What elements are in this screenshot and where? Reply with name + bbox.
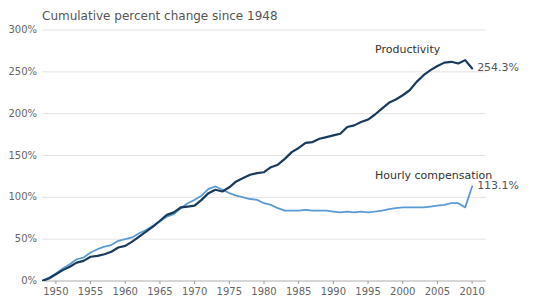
x-tick-label: 2005: [425, 286, 450, 297]
y-tick-label: 300%: [8, 24, 37, 35]
x-tick-label: 1990: [321, 286, 346, 297]
x-tick: [298, 281, 299, 284]
x-tick: [194, 281, 195, 284]
x-tick: [159, 281, 160, 284]
x-tick-label: 1980: [251, 286, 276, 297]
series-label: Hourly compensation: [375, 169, 492, 182]
y-tick-label: 250%: [8, 66, 37, 77]
x-tick: [333, 281, 334, 284]
x-tick: [368, 281, 369, 284]
x-tick-label: 1970: [182, 286, 207, 297]
end-value-label: 113.1%: [477, 179, 519, 192]
x-tick: [402, 281, 403, 284]
x-tick-label: 1955: [78, 286, 103, 297]
x-tick: [125, 281, 126, 284]
title: Cumulative percent change since 1948: [42, 9, 278, 23]
grid-line: [42, 113, 486, 114]
background: [0, 0, 538, 305]
chart: 0% 50% 100% 150% 200% 250% 300% 1950 1955 1960 196…: [0, 0, 538, 305]
x-tick: [264, 281, 265, 284]
x-tick: [472, 281, 473, 284]
grid-line: [42, 71, 486, 72]
grid: [42, 30, 486, 281]
x-tick: [55, 281, 56, 284]
grid-line: [42, 155, 486, 156]
end-value-label: 254.3%: [477, 61, 519, 74]
x-tick-label: 1965: [147, 286, 172, 297]
y-tick-label: 150%: [8, 150, 37, 161]
y-tick-label: 200%: [8, 108, 37, 119]
x-tick-label: 2010: [459, 286, 484, 297]
grid-line: [42, 197, 486, 198]
x-tick-label: 1950: [43, 286, 68, 297]
y-tick-label: 100%: [8, 191, 37, 202]
x-tick-label: 1985: [286, 286, 311, 297]
x-tick-label: 1960: [113, 286, 138, 297]
grid-line: [42, 30, 486, 31]
x-tick-label: 2000: [390, 286, 415, 297]
x-tick-label: 1975: [217, 286, 242, 297]
grid-line: [42, 239, 486, 240]
x-tick: [437, 281, 438, 284]
y-tick-label: 50%: [15, 233, 37, 244]
series-line: [42, 186, 472, 281]
x-tick-label: 1995: [355, 286, 380, 297]
x-tick: [90, 281, 91, 284]
series-label: Productivity: [375, 43, 441, 56]
x-tick: [229, 281, 230, 284]
y-tick-label: 0%: [21, 275, 37, 286]
